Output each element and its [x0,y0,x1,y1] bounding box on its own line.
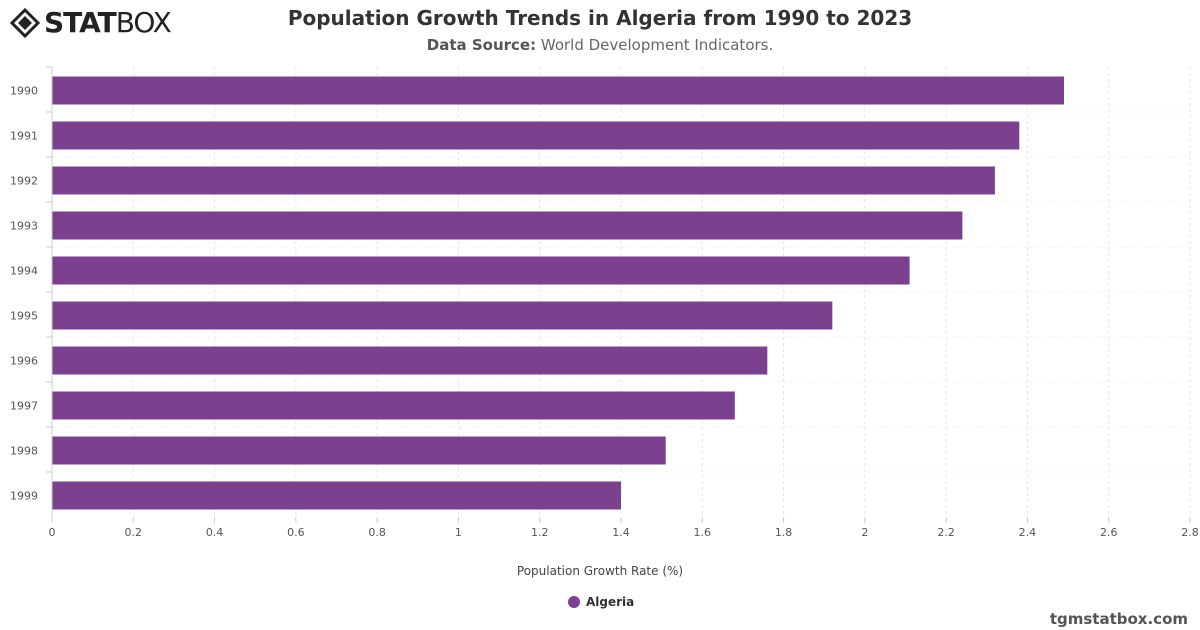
y-tick-label: 1993 [10,220,38,233]
x-tick-label: 2.2 [937,526,955,539]
y-tick-label: 1998 [10,445,38,458]
y-tick-label: 1996 [10,355,38,368]
x-tick-label: 1.4 [612,526,630,539]
y-tick-label: 1997 [10,400,38,413]
x-tick-label: 1.6 [694,526,712,539]
legend-item-algeria[interactable]: Algeria [568,595,634,609]
bar-1991 [52,121,1020,150]
y-tick-label: 1990 [10,85,38,98]
bar-1990 [52,76,1065,105]
bar-1992 [52,166,995,195]
legend-dot [568,596,580,608]
diamond-logo-icon [10,7,40,38]
bar-1994 [52,256,910,285]
x-axis-label: Population Growth Rate (%) [516,564,684,578]
bar-1999 [52,481,621,510]
bar-1995 [52,301,833,330]
x-tick-label: 2.6 [1100,526,1118,539]
bar-1996 [52,346,768,375]
x-tick-label: 1.2 [531,526,549,539]
y-tick-label: 1991 [10,130,38,143]
y-tick-label: 1992 [10,175,38,188]
x-tick-label: 0.4 [206,526,224,539]
statbox-logo: STATBOX [10,6,172,39]
bar-1993 [52,211,963,240]
y-tick-label: 1995 [10,310,38,323]
x-tick-label: 0 [49,526,56,539]
x-tick-label: 0.2 [125,526,143,539]
x-tick-label: 2.4 [1019,526,1037,539]
x-tick-label: 1.8 [775,526,793,539]
site-credit: tgmstatbox.com [1049,610,1188,628]
chart-subtitle: Data Source: World Development Indicator… [426,36,774,54]
x-tick-label: 0.8 [368,526,386,539]
chart-title: Population Growth Trends in Algeria from… [287,6,913,30]
x-tick-label: 0.6 [287,526,305,539]
x-tick-label: 2.8 [1181,526,1199,539]
y-tick-label: 1994 [10,265,38,278]
y-tick-label: 1999 [10,490,38,503]
x-tick-label: 2 [861,526,868,539]
x-tick-label: 1 [455,526,462,539]
bar-1998 [52,436,666,465]
bar-1997 [52,391,735,420]
